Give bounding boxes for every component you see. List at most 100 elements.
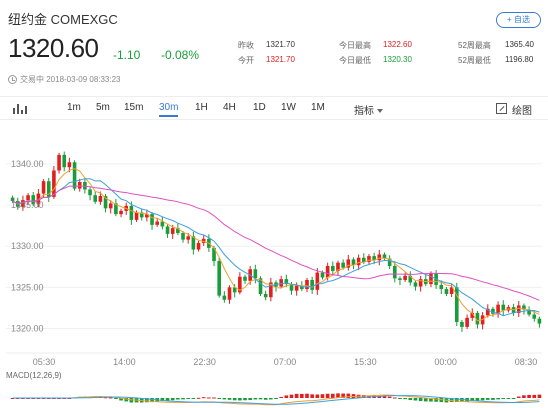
- candlestick-chart[interactable]: 1340.00 1335.00 1330.00 1325.00 1320.00 05:3…: [0, 121, 548, 408]
- draw-icon[interactable]: [496, 103, 507, 114]
- macd-bar: [207, 397, 211, 399]
- macd-bar: [201, 397, 206, 399]
- candle-body: [449, 287, 454, 294]
- macd-bar: [119, 398, 123, 401]
- candle-body: [351, 259, 356, 266]
- candle-body: [176, 228, 180, 234]
- macd-bar: [398, 398, 402, 399]
- candle-body: [212, 247, 216, 262]
- candle-body: [372, 256, 376, 261]
- macd-bar: [387, 396, 392, 398]
- candle-body: [41, 181, 46, 194]
- macd-bar: [377, 395, 382, 398]
- candle-body: [103, 196, 108, 209]
- interval-1m[interactable]: 1m: [67, 102, 81, 113]
- day-high-label: 今日最高: [339, 41, 371, 50]
- macd-bar: [263, 398, 268, 400]
- candle-body: [227, 287, 232, 300]
- interval-30m[interactable]: 30m: [159, 102, 179, 117]
- macd-bar: [310, 394, 314, 398]
- day-low-value: 1320.30: [383, 55, 412, 64]
- candle-body: [77, 182, 82, 189]
- candle-body: [336, 262, 340, 271]
- prev-close-value: 1321.70: [266, 40, 295, 49]
- candle-body: [325, 265, 330, 278]
- macd-bar: [10, 398, 15, 399]
- candle-body: [26, 195, 30, 201]
- candle-body: [186, 236, 191, 240]
- indicators-dropdown[interactable]: 指标: [354, 102, 383, 117]
- macd-bar: [294, 393, 299, 398]
- candle-body: [155, 221, 160, 225]
- macd-bar: [501, 398, 506, 399]
- macd-bar: [227, 398, 232, 400]
- interval-5m[interactable]: 5m: [96, 102, 110, 113]
- macd-bar: [170, 398, 175, 401]
- draw-button[interactable]: 绘图: [512, 106, 532, 117]
- candle-body: [305, 279, 309, 290]
- macd-bar: [300, 393, 304, 398]
- ma-line: [12, 185, 540, 301]
- macd-bar: [232, 398, 237, 401]
- interval-1h[interactable]: 1H: [195, 102, 208, 113]
- macd-bar: [279, 396, 283, 398]
- open-label: 今开: [238, 56, 254, 65]
- candle-body: [232, 287, 237, 293]
- candle-body: [217, 261, 221, 296]
- macd-bar: [361, 395, 366, 398]
- candle-body: [57, 154, 61, 171]
- x-tick-label: 07:00: [274, 357, 297, 367]
- macd-bar: [532, 394, 537, 398]
- macd-bar: [413, 398, 418, 401]
- macd-bar: [145, 398, 149, 403]
- macd-bar: [491, 398, 495, 400]
- candle-body: [238, 276, 242, 293]
- macd-dea-line: [12, 395, 540, 405]
- macd-bar: [269, 398, 273, 400]
- candle-body: [222, 295, 227, 300]
- clock-icon: [8, 75, 17, 84]
- y-tick-label: 1340.00: [11, 159, 44, 169]
- macd-bar: [475, 398, 480, 401]
- day-high-value: 1322.60: [383, 40, 412, 49]
- candle-body: [129, 205, 134, 220]
- 52w-high-label: 52周最高: [458, 41, 491, 50]
- indicators-label: 指标: [354, 106, 374, 117]
- interval-15m[interactable]: 15m: [124, 102, 144, 113]
- macd-bar: [480, 398, 485, 401]
- macd-bar: [325, 393, 330, 398]
- macd-bar: [222, 398, 227, 400]
- macd-bar: [186, 398, 191, 399]
- macd-bar: [516, 396, 521, 398]
- interval-1w[interactable]: 1W: [281, 102, 296, 113]
- candle-body: [331, 265, 335, 271]
- macd-bar: [449, 398, 454, 403]
- macd-bar: [382, 395, 387, 398]
- macd-bar: [160, 398, 165, 402]
- macd-bar: [315, 394, 320, 398]
- 52w-low-label: 52周最低: [458, 56, 491, 65]
- candle-body: [289, 284, 294, 291]
- candle-body: [108, 203, 113, 209]
- add-watchlist-button[interactable]: + 自选: [496, 12, 541, 28]
- chart-type-icon[interactable]: [13, 104, 27, 114]
- macd-bar: [289, 394, 294, 398]
- macd-bar: [418, 398, 423, 401]
- candle-body: [134, 212, 139, 220]
- macd-bar: [496, 398, 500, 400]
- candle-body: [145, 214, 149, 218]
- chart-toolbar: 1m 5m 15m 30m 1H 4H 1D 1W 1M 指标 绘图: [0, 96, 548, 120]
- candle-body: [243, 276, 247, 281]
- candle-body: [465, 317, 469, 327]
- candle-body: [516, 305, 521, 313]
- interval-1mo[interactable]: 1M: [311, 102, 325, 113]
- interval-1d[interactable]: 1D: [253, 102, 266, 113]
- candle-body: [475, 312, 480, 325]
- x-tick-label: 22:30: [193, 357, 216, 367]
- candle-body: [67, 162, 72, 168]
- interval-4h[interactable]: 4H: [223, 102, 236, 113]
- macd-bar: [114, 398, 118, 399]
- candle-body: [279, 279, 283, 287]
- y-tick-label: 1335.00: [11, 200, 44, 210]
- price-chart[interactable]: 1340.00 1335.00 1330.00 1325.00 1320.00 05:3…: [0, 121, 548, 408]
